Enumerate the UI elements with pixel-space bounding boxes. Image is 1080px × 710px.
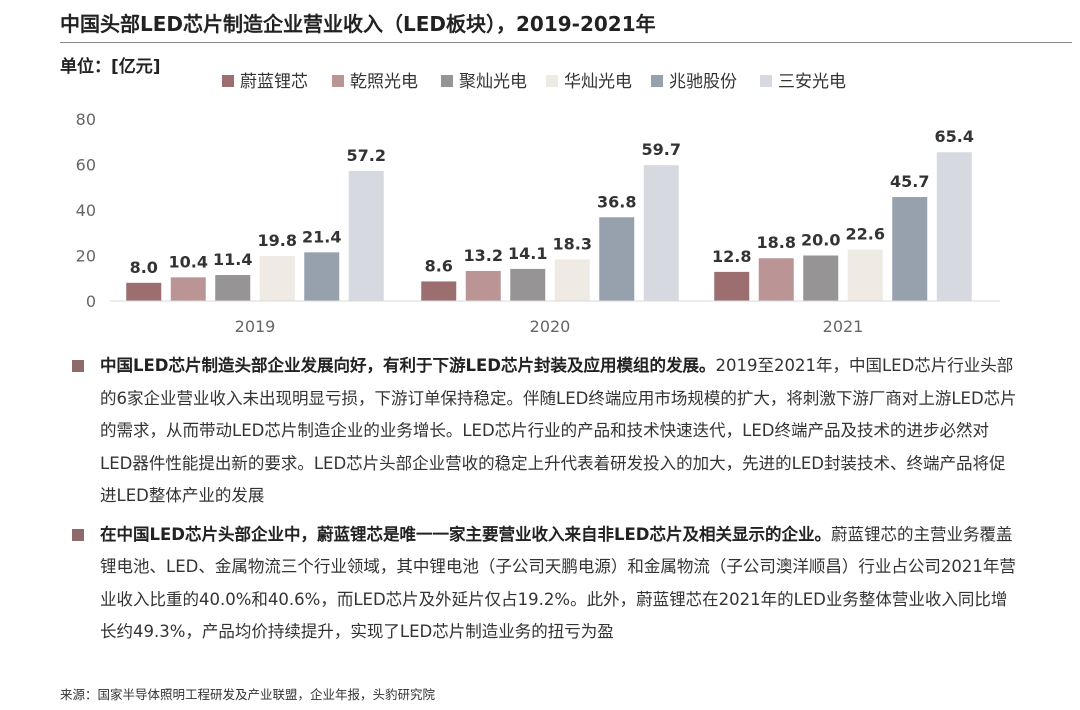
- data-labels: 8.0 10.4 11.4 19.8 21.4 57.2 8.6 13.2 14.1 18.3 36…: [130, 127, 974, 277]
- bar: [510, 268, 546, 301]
- data-label: 57.2: [347, 146, 386, 165]
- legend-label: 华灿光电: [564, 72, 632, 92]
- source-note: 来源：国家半导体照明工程研发及产业联盟，企业年报，头豹研究院: [60, 687, 436, 702]
- legend-swatch: [651, 75, 663, 87]
- bar: [936, 152, 972, 301]
- data-label: 10.4: [169, 252, 208, 271]
- bar: [803, 255, 839, 301]
- bar: [599, 217, 635, 301]
- data-label: 14.1: [508, 244, 547, 263]
- data-label: 45.7: [890, 172, 929, 191]
- bar: [465, 270, 501, 301]
- bullet-marker-icon: [72, 528, 84, 541]
- bar-chart: 蔚蓝锂芯 乾照光电 聚灿光电 华灿光电 兆驰股份 三安光电 0 20 40 60 80 8.0 10…: [76, 72, 1000, 336]
- data-label: 36.8: [597, 192, 636, 211]
- x-tick-label: 2019: [235, 317, 276, 336]
- legend-swatch: [546, 75, 558, 87]
- data-label: 18.8: [757, 233, 796, 252]
- legend-swatch: [222, 75, 234, 87]
- y-tick-label: 60: [76, 156, 96, 175]
- bullet-paragraph: 在中国LED芯片头部企业中，蔚蓝锂芯是唯一一家主要营业收入来自非LED芯片及相关…: [72, 519, 1020, 649]
- bullet-lead: 在中国LED芯片头部企业中，蔚蓝锂芯是唯一一家主要营业收入来自非LED芯片及相关…: [100, 524, 831, 544]
- bars: [126, 152, 972, 301]
- bar: [554, 259, 590, 301]
- bar: [170, 277, 206, 301]
- legend-label: 乾照光电: [350, 72, 418, 92]
- data-label: 20.0: [801, 231, 840, 250]
- y-tick-label: 0: [86, 292, 96, 311]
- bullet-lead: 中国LED芯片制造头部企业发展向好，有利于下游LED芯片封装及应用模组的发展。: [100, 356, 716, 375]
- bullet-paragraph: 中国LED芯片制造头部企业发展向好，有利于下游LED芯片封装及应用模组的发展。2…: [72, 350, 1020, 513]
- data-label: 21.4: [302, 227, 341, 246]
- legend-label: 兆驰股份: [669, 72, 737, 92]
- y-tick-label: 80: [76, 110, 96, 129]
- x-tick-label: 2021: [823, 317, 864, 336]
- bar: [126, 282, 162, 301]
- data-label: 8.0: [130, 258, 158, 277]
- data-label: 8.6: [425, 256, 453, 275]
- bar: [892, 197, 928, 301]
- data-label: 65.4: [935, 127, 974, 146]
- data-label: 13.2: [464, 246, 503, 265]
- legend-label: 蔚蓝锂芯: [240, 72, 308, 92]
- y-axis: 0 20 40 60 80: [76, 110, 96, 311]
- data-label: 11.4: [213, 250, 252, 269]
- data-label: 19.8: [258, 231, 297, 250]
- bar: [215, 275, 251, 301]
- data-label: 12.8: [712, 247, 751, 266]
- y-tick-label: 20: [76, 247, 96, 266]
- chart-legend: 蔚蓝锂芯 乾照光电 聚灿光电 华灿光电 兆驰股份 三安光电: [222, 72, 846, 92]
- data-label: 18.3: [553, 234, 592, 253]
- legend-swatch: [441, 75, 453, 87]
- x-tick-label: 2020: [530, 317, 571, 336]
- x-axis: 2019 2020 2021: [110, 300, 1000, 336]
- y-tick-label: 40: [76, 201, 96, 220]
- legend-swatch: [760, 75, 772, 87]
- unit-label: 单位：[亿元]: [60, 57, 161, 77]
- commentary: 中国LED芯片制造头部企业发展向好，有利于下游LED芯片封装及应用模组的发展。2…: [72, 350, 1020, 655]
- page-title: 中国头部LED芯片制造企业营业收入（LED板块），2019-2021年: [60, 12, 656, 36]
- bar: [259, 255, 295, 301]
- bar: [758, 258, 794, 301]
- title-divider: [60, 42, 1072, 43]
- bullet-marker-icon: [72, 360, 84, 372]
- legend-label: 三安光电: [778, 72, 846, 92]
- bar: [348, 170, 384, 301]
- bar: [304, 252, 340, 301]
- data-label: 59.7: [642, 140, 681, 159]
- bar: [714, 271, 750, 301]
- bar: [643, 165, 679, 301]
- legend-label: 聚灿光电: [459, 72, 527, 92]
- bullet-text: 2019至2021年，中国LED芯片行业头部的6家企业营业收入未出现明显亏损，下…: [100, 356, 1017, 505]
- bar: [421, 281, 457, 301]
- bar: [847, 249, 883, 301]
- legend-swatch: [332, 75, 344, 87]
- data-label: 22.6: [846, 225, 885, 244]
- bullet-text: 蔚蓝锂芯的主营业务覆盖锂电池、LED、金属物流三个行业领域，其中锂电池（子公司天…: [100, 524, 1016, 642]
